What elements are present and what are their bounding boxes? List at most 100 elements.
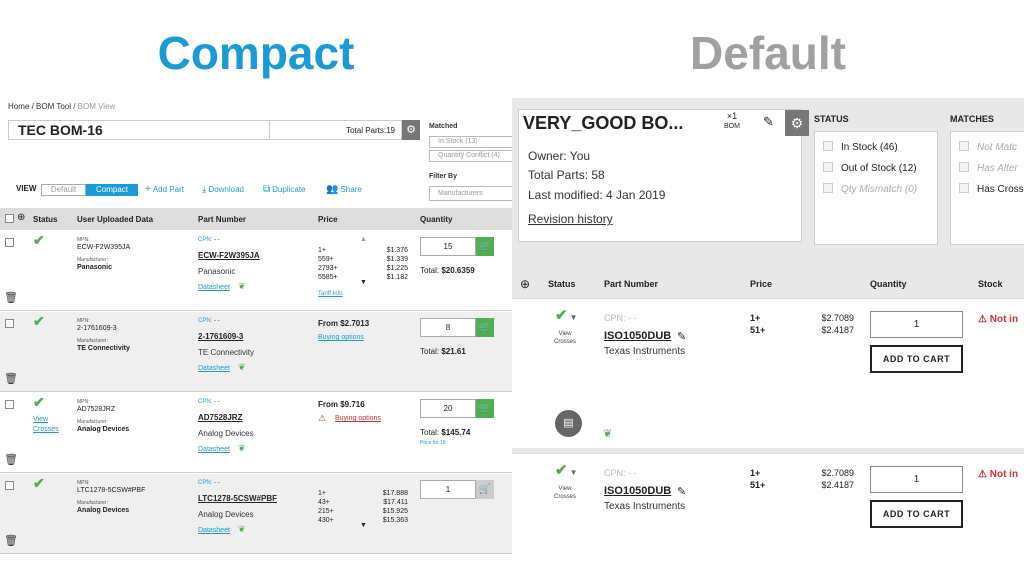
status-out-of-stock[interactable]: Out of Stock (12) — [823, 162, 917, 174]
chevron-down-icon[interactable]: ▼ — [569, 468, 578, 477]
stock-status: ⚠ Not in — [978, 469, 1019, 480]
cpn-field[interactable]: CPN: - - — [198, 237, 220, 243]
chevron-up-icon[interactable]: ▲ — [360, 236, 367, 243]
table-row: 🗑 ✔ View Crosses MPN: AD7528JRZ Manufact… — [0, 393, 512, 473]
check-icon: ✔ — [33, 394, 45, 410]
check-icon[interactable]: ✔ ▼ — [555, 307, 578, 324]
check-icon: ✔ — [33, 313, 45, 329]
checkbox[interactable] — [959, 141, 969, 151]
add-to-cart-button[interactable]: ADD TO CART — [870, 345, 963, 373]
add-circle-icon[interactable]: ⊕ — [17, 212, 26, 223]
datasheet-icon[interactable]: ▤ — [555, 410, 582, 437]
stock-status: ⚠ Not in — [978, 314, 1019, 325]
row-checkbox[interactable] — [5, 238, 14, 247]
cart-icon[interactable]: 🛒 — [476, 318, 494, 337]
part-number-link[interactable]: LTC1278-5CSW#PBF — [198, 494, 277, 503]
match-has-crosses[interactable]: Has Cross — [959, 183, 1024, 195]
bom-name[interactable]: TEC BOM-16 — [8, 120, 270, 140]
gear-icon[interactable]: ⚙ — [402, 120, 420, 140]
manufacturer-label: Manufacturer: — [77, 419, 108, 425]
trash-icon[interactable]: 🗑 — [4, 292, 18, 304]
chip-quantity-conflict[interactable]: Quantity Conflict (4) — [429, 150, 513, 162]
check-icon: ✔ — [33, 232, 45, 248]
breadcrumb-home[interactable]: Home — [8, 102, 30, 111]
trash-icon[interactable]: 🗑 — [4, 373, 18, 385]
manufacturer-label: Manufacturer: — [77, 257, 108, 263]
add-to-cart-button[interactable]: ADD TO CART — [870, 500, 963, 528]
datasheet-link[interactable]: Datasheet — [198, 365, 230, 372]
share-button[interactable]: 👥 Share — [326, 184, 362, 195]
download-button[interactable]: ⤓ Download — [202, 184, 244, 195]
bom-summary-card: VERY_GOOD BO... ×1 BOM ✎ ⚙ Owner: You Tot… — [518, 109, 809, 242]
cpn-field[interactable]: CPN: - - — [198, 480, 220, 486]
quantity-input[interactable]: 1 — [870, 466, 963, 493]
pencil-icon[interactable]: ✎ — [677, 331, 687, 343]
row-checkbox[interactable] — [5, 481, 14, 490]
add-part-button[interactable]: + Add Part — [145, 184, 184, 195]
toggle-compact[interactable]: Compact — [86, 184, 138, 196]
cart-icon[interactable]: 🛒 — [476, 480, 494, 499]
view-crosses-link[interactable]: View Crosses — [554, 331, 577, 345]
cpn-field[interactable]: CPN: - - — [198, 399, 220, 405]
pencil-icon[interactable]: ✎ — [677, 486, 687, 498]
view-crosses-link[interactable]: View Crosses — [33, 416, 59, 433]
checkbox[interactable] — [823, 141, 833, 151]
manufacturer-filter[interactable]: Manufacturers — [429, 186, 513, 201]
checkbox[interactable] — [959, 162, 969, 172]
tariff-info-link[interactable]: Tariff Info — [318, 291, 343, 297]
buying-options-link[interactable]: Buying options — [318, 334, 364, 341]
cpn-field[interactable]: CPN: - - — [198, 318, 220, 324]
cpn-label: CPN: — [198, 318, 213, 324]
row-checkbox[interactable] — [5, 400, 14, 409]
part-number-link[interactable]: ECW-F2W395JA — [198, 251, 260, 260]
checkbox[interactable] — [823, 162, 833, 172]
table-row: ✔ ▼ View Crosses CPN: - - ISO1050DUB ✎ Te… — [512, 453, 1024, 561]
datasheet-link[interactable]: Datasheet — [198, 446, 230, 453]
view-crosses-link[interactable]: View Crosses — [554, 486, 577, 500]
revision-history-link[interactable]: Revision history — [528, 212, 613, 226]
checkbox[interactable] — [823, 183, 833, 193]
chevron-down-icon[interactable]: ▼ — [360, 522, 367, 529]
row-checkbox[interactable] — [5, 319, 14, 328]
breadcrumb-bom-tool[interactable]: BOM Tool — [36, 102, 71, 111]
part-number-link[interactable]: 2-1761609-3 — [198, 332, 244, 341]
chevron-down-icon[interactable]: ▼ — [569, 313, 578, 322]
cart-icon[interactable]: 🛒 — [476, 399, 494, 418]
duplicate-button[interactable]: ⧉ Duplicate — [263, 184, 306, 195]
total-label: Total: — [420, 266, 440, 275]
pencil-icon[interactable]: ✎ — [763, 114, 774, 129]
trash-icon[interactable]: 🗑 — [4, 454, 18, 466]
match-not-matched[interactable]: Not Matc — [959, 141, 1017, 153]
bom-name[interactable]: VERY_GOOD BO... — [523, 113, 684, 133]
datasheet-link[interactable]: Datasheet — [198, 284, 230, 291]
total-label: Total: — [420, 347, 440, 356]
gear-icon[interactable]: ⚙ — [785, 110, 809, 136]
trash-icon[interactable]: 🗑 — [4, 535, 18, 547]
buying-options-link[interactable]: Buying options — [335, 415, 381, 422]
toggle-default[interactable]: Default — [41, 184, 86, 196]
cpn-field[interactable]: CPN: - - — [604, 313, 637, 323]
part-manufacturer: Analog Devices — [198, 510, 254, 519]
quantity-input[interactable]: 8 — [420, 318, 476, 337]
status-in-stock[interactable]: In Stock (46) — [823, 141, 898, 153]
cpn-field[interactable]: CPN: - - — [604, 468, 637, 478]
quantity-input[interactable]: 1 — [870, 311, 963, 338]
quantity-input[interactable]: 20 — [420, 399, 476, 418]
datasheet-link[interactable]: Datasheet — [198, 527, 230, 534]
part-number-link[interactable]: ISO1050DUB — [604, 485, 672, 497]
cart-icon[interactable]: 🛒 — [476, 237, 494, 256]
check-icon: ✔ — [33, 475, 45, 491]
status-qty-mismatch[interactable]: Qty Mismatch (0) — [823, 183, 917, 195]
add-circle-icon[interactable]: ⊕ — [520, 277, 531, 291]
part-number-link[interactable]: AD7528JRZ — [198, 413, 243, 422]
chip-in-stock[interactable]: In Stock (13) — [429, 136, 513, 148]
quantity-input[interactable]: 15 — [420, 237, 476, 256]
checkbox[interactable] — [959, 183, 969, 193]
select-all-checkbox[interactable] — [5, 214, 14, 223]
manufacturer-value: Analog Devices — [77, 426, 130, 433]
chevron-down-icon[interactable]: ▼ — [360, 279, 367, 286]
match-has-alternates[interactable]: Has Alter — [959, 162, 1018, 174]
part-number-link[interactable]: ISO1050DUB — [604, 330, 672, 342]
check-icon[interactable]: ✔ ▼ — [555, 462, 578, 479]
quantity-input[interactable]: 1 — [420, 480, 476, 499]
